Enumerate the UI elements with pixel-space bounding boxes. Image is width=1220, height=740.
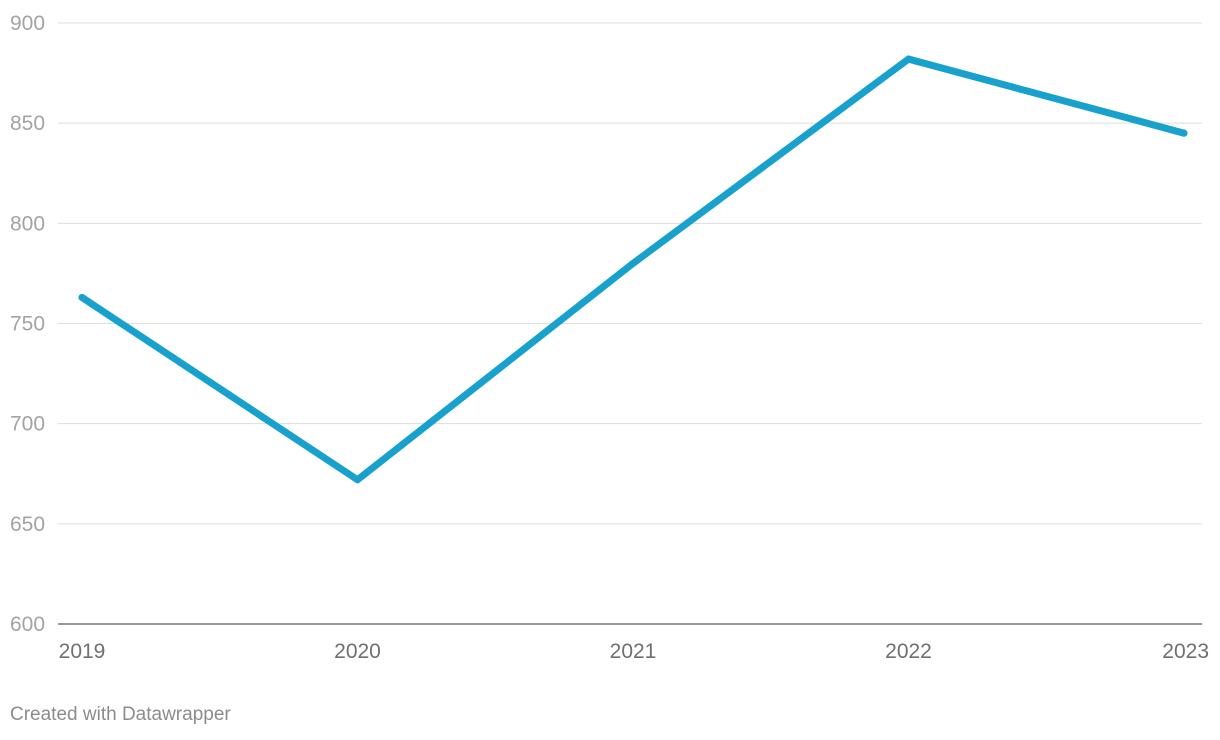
y-tick-label: 700: [10, 413, 45, 436]
data-point: [905, 55, 912, 63]
x-tick-label: 2021: [610, 640, 657, 663]
x-tick-label: 2019: [59, 640, 106, 663]
y-tick-label: 650: [10, 513, 45, 536]
chart-area: 600 650 700 750 800 850 900 2019 2020 2021 2022 202…: [10, 12, 1209, 663]
y-tick-label: 800: [10, 212, 45, 235]
data-point: [1180, 129, 1188, 137]
y-tick-label: 750: [10, 313, 45, 336]
x-tick-label: 2023: [1162, 640, 1209, 663]
data-point: [629, 259, 637, 267]
y-tick-label: 900: [10, 12, 45, 35]
line-chart: 600 650 700 750 800 850 900 2019 2020 2021 2022 202…: [10, 12, 1209, 663]
data-point: [78, 293, 86, 301]
x-tick-label: 2020: [334, 640, 381, 663]
data-point: [354, 476, 361, 484]
x-tick-label: 2022: [885, 640, 932, 663]
y-tick-label: 600: [10, 613, 45, 636]
series-line: [78, 55, 1188, 484]
y-tick-label: 850: [10, 112, 45, 135]
credit-text: Created with Datawrapper: [10, 704, 231, 725]
